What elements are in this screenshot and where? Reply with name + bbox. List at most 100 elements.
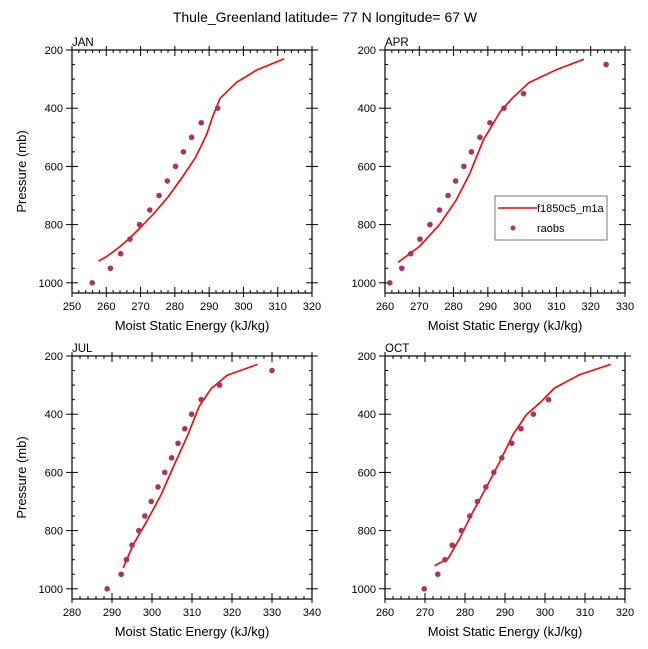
y-axis-label: Pressure (mb)	[14, 436, 29, 518]
y-tick-label: 200	[358, 351, 376, 363]
legend-box	[494, 195, 608, 241]
obs-marker	[452, 178, 459, 184]
obs-marker	[107, 265, 114, 272]
x-tick-label: 300	[234, 301, 252, 313]
panel-label: JUL	[72, 343, 93, 355]
series-line-f1850c5_m1a	[397, 58, 585, 264]
obs-marker	[155, 484, 161, 490]
x-tick-label: 260	[97, 301, 115, 313]
obs-marker	[449, 542, 456, 548]
obs-marker	[483, 484, 489, 490]
y-tick-label: 600	[358, 161, 376, 173]
plot-area	[104, 363, 275, 592]
x-tick-label: 310	[269, 301, 287, 313]
obs-marker	[487, 119, 493, 126]
obs-marker	[156, 192, 162, 199]
x-tick-label: 320	[582, 301, 600, 313]
obs-marker	[127, 236, 133, 242]
obs-marker	[136, 221, 143, 228]
obs-marker	[104, 586, 110, 592]
obs-marker	[436, 207, 443, 213]
y-tick-label: 800	[45, 220, 63, 232]
x-tick-label: 270	[416, 607, 434, 619]
y-tick-label: 800	[45, 526, 63, 538]
x-tick-label: 330	[263, 607, 281, 619]
y-tick-label: 600	[45, 467, 63, 479]
obs-marker	[175, 440, 181, 447]
obs-marker	[123, 556, 130, 563]
panel-apr: APR 260 270 280 290 300 310 320 330 200 400 600 800 1…	[352, 37, 635, 333]
x-axis-label: Moist Static Energy (kJ/kg)	[115, 318, 270, 333]
obs-marker	[603, 61, 609, 68]
y-tick-label: 1000	[39, 584, 63, 596]
x-tick-label: 260	[376, 607, 394, 619]
y-tick-label: 800	[358, 220, 376, 232]
obs-marker	[467, 513, 473, 519]
obs-marker	[501, 105, 507, 112]
plot-area	[89, 57, 285, 286]
x-tick-label: 330	[616, 301, 634, 313]
y-tick-label: 200	[358, 45, 376, 57]
x-axis-label: Moist Static Energy (kJ/kg)	[115, 624, 270, 639]
y-tick-label: 800	[358, 526, 376, 538]
x-axis-label: Moist Static Energy (kJ/kg)	[428, 318, 583, 333]
obs-marker	[407, 250, 414, 257]
obs-marker	[148, 498, 154, 505]
obs-marker	[180, 149, 187, 155]
obs-marker	[168, 455, 175, 461]
plot-area	[387, 58, 609, 286]
x-tick-label: 290	[496, 607, 514, 619]
obs-marker	[499, 455, 505, 461]
obs-marker	[129, 542, 135, 548]
x-tick-label: 290	[479, 301, 497, 313]
series-line-f1850c5_m1a	[122, 363, 258, 569]
figure-title: Thule_Greenland latitude= 77 N longitude…	[173, 9, 478, 25]
obs-marker	[509, 440, 515, 447]
obs-marker	[545, 396, 552, 403]
obs-marker	[89, 280, 96, 286]
y-axis-label: Pressure (mb)	[14, 130, 29, 212]
x-tick-label: 260	[376, 301, 394, 313]
x-tick-label: 290	[103, 607, 121, 619]
obs-marker	[387, 280, 393, 286]
obs-marker	[117, 250, 124, 257]
obs-marker	[421, 586, 428, 592]
panel-label: APR	[385, 37, 409, 49]
y-tick-label: 600	[358, 467, 376, 479]
x-tick-label: 270	[131, 301, 149, 313]
obs-marker	[477, 134, 483, 141]
legend-label: f1850c5_m1a	[537, 203, 605, 215]
y-tick-label: 1000	[352, 278, 376, 290]
plot-area	[421, 363, 611, 592]
obs-marker	[435, 571, 441, 578]
series-line-f1850c5_m1a	[98, 57, 285, 262]
obs-marker	[147, 207, 153, 213]
x-tick-label: 300	[143, 607, 161, 619]
y-tick-label: 400	[358, 103, 376, 115]
x-tick-label: 290	[200, 301, 218, 313]
x-tick-label: 280	[63, 607, 81, 619]
obs-marker	[198, 396, 204, 403]
y-tick-label: 200	[45, 351, 63, 363]
panel-jul: JUL 280 290 300 310 320 330 340 200 400 600 800 1000…	[14, 343, 321, 639]
x-tick-label: 320	[303, 301, 321, 313]
obs-marker	[142, 513, 148, 519]
x-tick-label: 280	[166, 301, 184, 313]
x-tick-label: 320	[223, 607, 241, 619]
legend-label: raobs	[537, 223, 565, 235]
obs-marker	[182, 425, 188, 432]
x-tick-label: 280	[444, 301, 462, 313]
x-tick-label: 300	[513, 301, 531, 313]
obs-marker	[468, 149, 475, 155]
obs-marker	[417, 236, 423, 242]
y-tick-label: 600	[45, 161, 63, 173]
y-tick-label: 400	[45, 103, 63, 115]
obs-marker	[188, 134, 195, 141]
x-tick-label: 340	[303, 607, 321, 619]
obs-marker	[118, 571, 124, 578]
panel-label: JAN	[72, 37, 94, 49]
series-line-f1850c5_m1a	[434, 363, 611, 567]
plot-frame	[384, 49, 626, 294]
x-tick-label: 270	[410, 301, 428, 313]
